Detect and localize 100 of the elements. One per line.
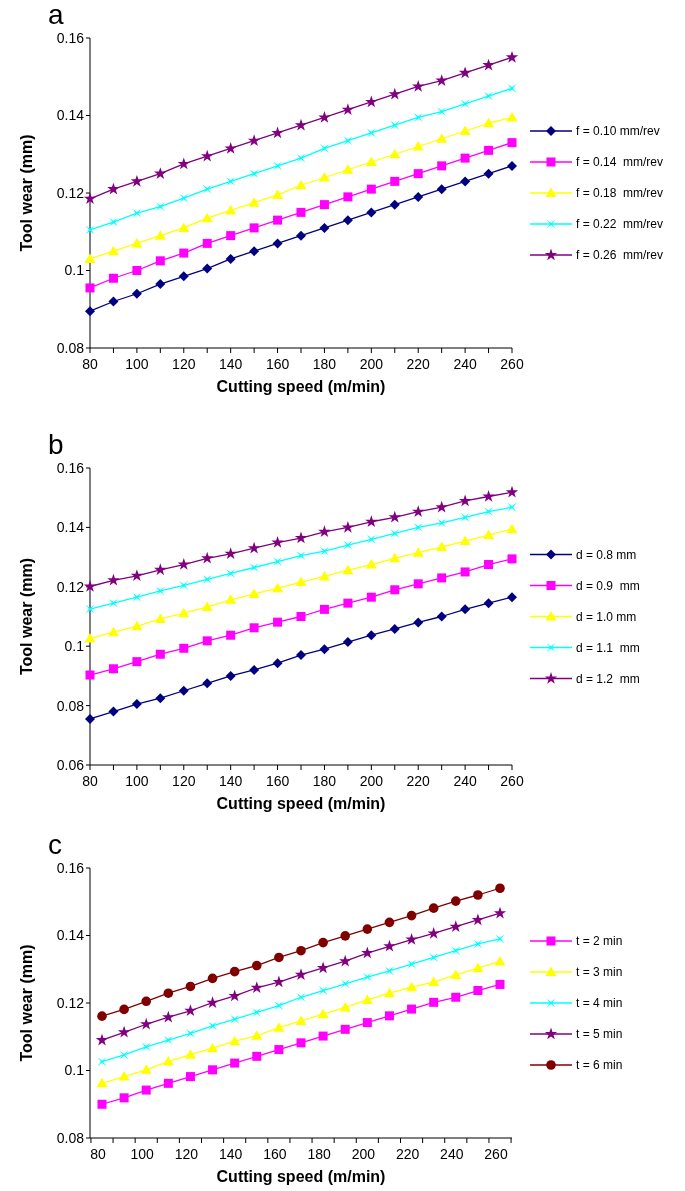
point	[272, 658, 283, 669]
point	[273, 557, 283, 567]
point	[108, 706, 119, 717]
point	[339, 1001, 351, 1012]
y-tick-label: 0.1	[64, 1062, 85, 1079]
point	[228, 989, 241, 1002]
point	[365, 156, 377, 166]
x-tick-label: 160	[265, 356, 290, 372]
x-tick-label: 180	[312, 773, 337, 789]
point	[178, 222, 190, 232]
point	[141, 1085, 151, 1095]
point	[437, 107, 447, 117]
point	[162, 1010, 175, 1023]
x-tick-label: 160	[265, 773, 290, 789]
y-tick-label: 0.12	[56, 994, 85, 1011]
point	[202, 574, 212, 584]
point	[140, 1017, 153, 1030]
point	[178, 607, 190, 618]
x-tick-label: 260	[500, 773, 524, 789]
legend-label: d = 1.0 mm	[576, 609, 637, 624]
point	[97, 1011, 107, 1021]
point	[342, 215, 353, 226]
point	[472, 962, 484, 973]
point	[154, 563, 167, 576]
legend-label: f = 0.26 mm/rev	[576, 248, 664, 263]
point	[341, 520, 355, 533]
point	[389, 623, 400, 634]
point	[383, 987, 395, 998]
point	[365, 515, 378, 528]
point	[97, 1099, 107, 1109]
legend-label: t = 4 min	[576, 996, 623, 1011]
y-axis-title: Tool wear (mm)	[18, 557, 35, 676]
point	[85, 670, 95, 680]
point	[85, 225, 95, 235]
point	[226, 231, 236, 241]
point	[460, 567, 470, 577]
point	[179, 580, 189, 590]
point	[97, 1057, 107, 1067]
point	[132, 266, 142, 275]
legend-label: t = 6 min	[576, 1058, 623, 1073]
point	[412, 547, 424, 557]
point	[250, 981, 263, 994]
point	[342, 164, 354, 174]
point	[119, 1050, 129, 1060]
point	[229, 1035, 241, 1046]
point	[428, 976, 440, 987]
point	[131, 699, 142, 710]
point	[407, 1004, 417, 1014]
point	[435, 500, 448, 513]
point	[506, 523, 518, 534]
legend-label: t = 5 min	[576, 1027, 623, 1042]
point	[318, 570, 330, 581]
x-tick-label: 160	[263, 1146, 287, 1162]
point	[361, 994, 373, 1004]
legend-label: d = 1.2 mm	[576, 671, 640, 686]
point	[274, 1045, 284, 1055]
point	[473, 939, 483, 949]
point	[436, 611, 447, 622]
point	[163, 1078, 173, 1088]
point	[296, 153, 306, 163]
point	[319, 222, 330, 233]
legend-label: d = 1.1 mm	[576, 640, 640, 655]
chart-title: c	[48, 829, 62, 860]
point	[155, 279, 166, 290]
legend-label: t = 2 min	[576, 934, 623, 949]
point	[224, 141, 237, 154]
point	[108, 598, 118, 608]
point	[141, 1042, 151, 1052]
point	[249, 169, 259, 179]
point	[460, 153, 470, 163]
point	[406, 981, 418, 992]
point	[177, 157, 190, 170]
point	[450, 969, 462, 979]
point	[85, 713, 95, 724]
point	[84, 253, 96, 263]
point	[340, 979, 350, 989]
point	[484, 91, 494, 101]
point	[437, 161, 447, 171]
point	[273, 1022, 285, 1032]
point	[413, 169, 423, 179]
point	[459, 535, 471, 546]
x-tick-label: 200	[351, 1146, 376, 1162]
point	[249, 246, 260, 257]
point	[366, 128, 376, 138]
legend-label: d = 0.8 mm	[576, 547, 637, 562]
y-tick-label: 0.16	[56, 859, 85, 876]
point	[390, 120, 400, 130]
point	[460, 604, 471, 615]
x-tick-label: 240	[440, 1146, 464, 1162]
point	[484, 507, 494, 517]
point	[83, 192, 97, 205]
point	[460, 512, 470, 522]
x-axis-title: Cutting speed (m/min)	[216, 1168, 386, 1185]
point	[179, 248, 189, 258]
legend-label: f = 0.18 mm/rev	[576, 186, 664, 201]
point	[178, 271, 189, 282]
point	[251, 1030, 263, 1040]
point	[249, 223, 259, 233]
point	[272, 582, 284, 593]
point	[249, 563, 259, 572]
